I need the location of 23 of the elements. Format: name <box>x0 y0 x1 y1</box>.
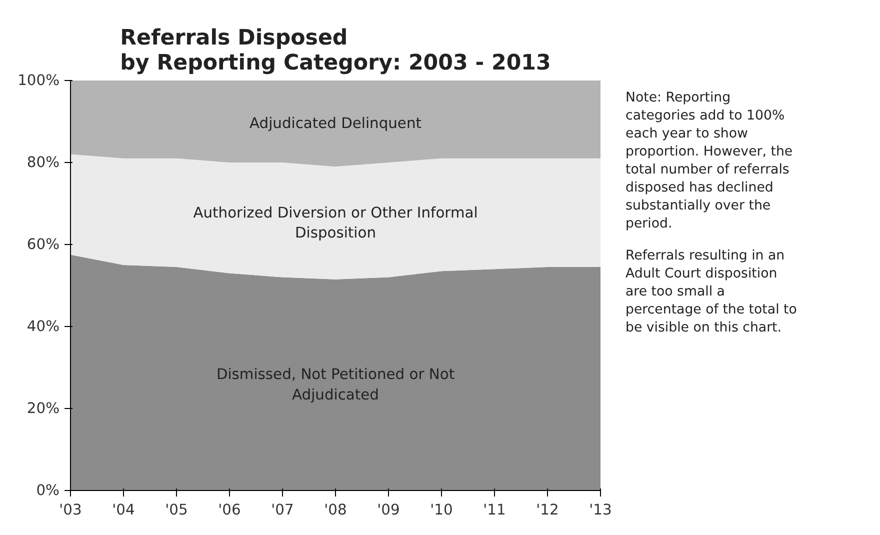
y-tick-label: 100% <box>18 72 60 89</box>
y-tick-label: 0% <box>36 482 60 499</box>
text: Referrals resulting in an Adult Court disposition are too small a percentage of the total to be visible on this chart. <box>626 248 797 336</box>
x-tick-label: '05 <box>165 502 188 518</box>
x-tick-label: '11 <box>483 502 506 518</box>
x-tick-label: '13 <box>589 502 612 518</box>
x-tick-label: '09 <box>377 502 400 518</box>
y-tick-label: 60% <box>26 236 60 253</box>
chart-title: Referrals Disposed by Reporting Category: 2003 - 2013 <box>120 26 551 76</box>
x-tick-label: '06 <box>218 502 241 518</box>
x-tick-label: '08 <box>324 502 347 518</box>
x-tick-label: '04 <box>112 502 135 518</box>
series-label: Adjudicated Delinquent <box>250 115 422 132</box>
x-tick-label: '12 <box>536 502 559 518</box>
x-tick-label: '10 <box>430 502 453 518</box>
y-tick-label: 80% <box>26 154 60 171</box>
text: Note: Reporting categories add to 100% each year to show proportion. However, the total number of referrals disposed has declined substantially over the period. <box>626 90 793 232</box>
series-label: Dismissed, Not Petitioned or Not Adjudicated <box>216 366 455 404</box>
series-label: Authorized Diversion or Other Informal Disposition <box>193 204 478 242</box>
x-tick-label: '03 <box>59 502 82 518</box>
x-tick-label: '07 <box>271 502 294 518</box>
y-tick-label: 40% <box>26 318 60 335</box>
y-tick-label: 20% <box>26 400 60 417</box>
